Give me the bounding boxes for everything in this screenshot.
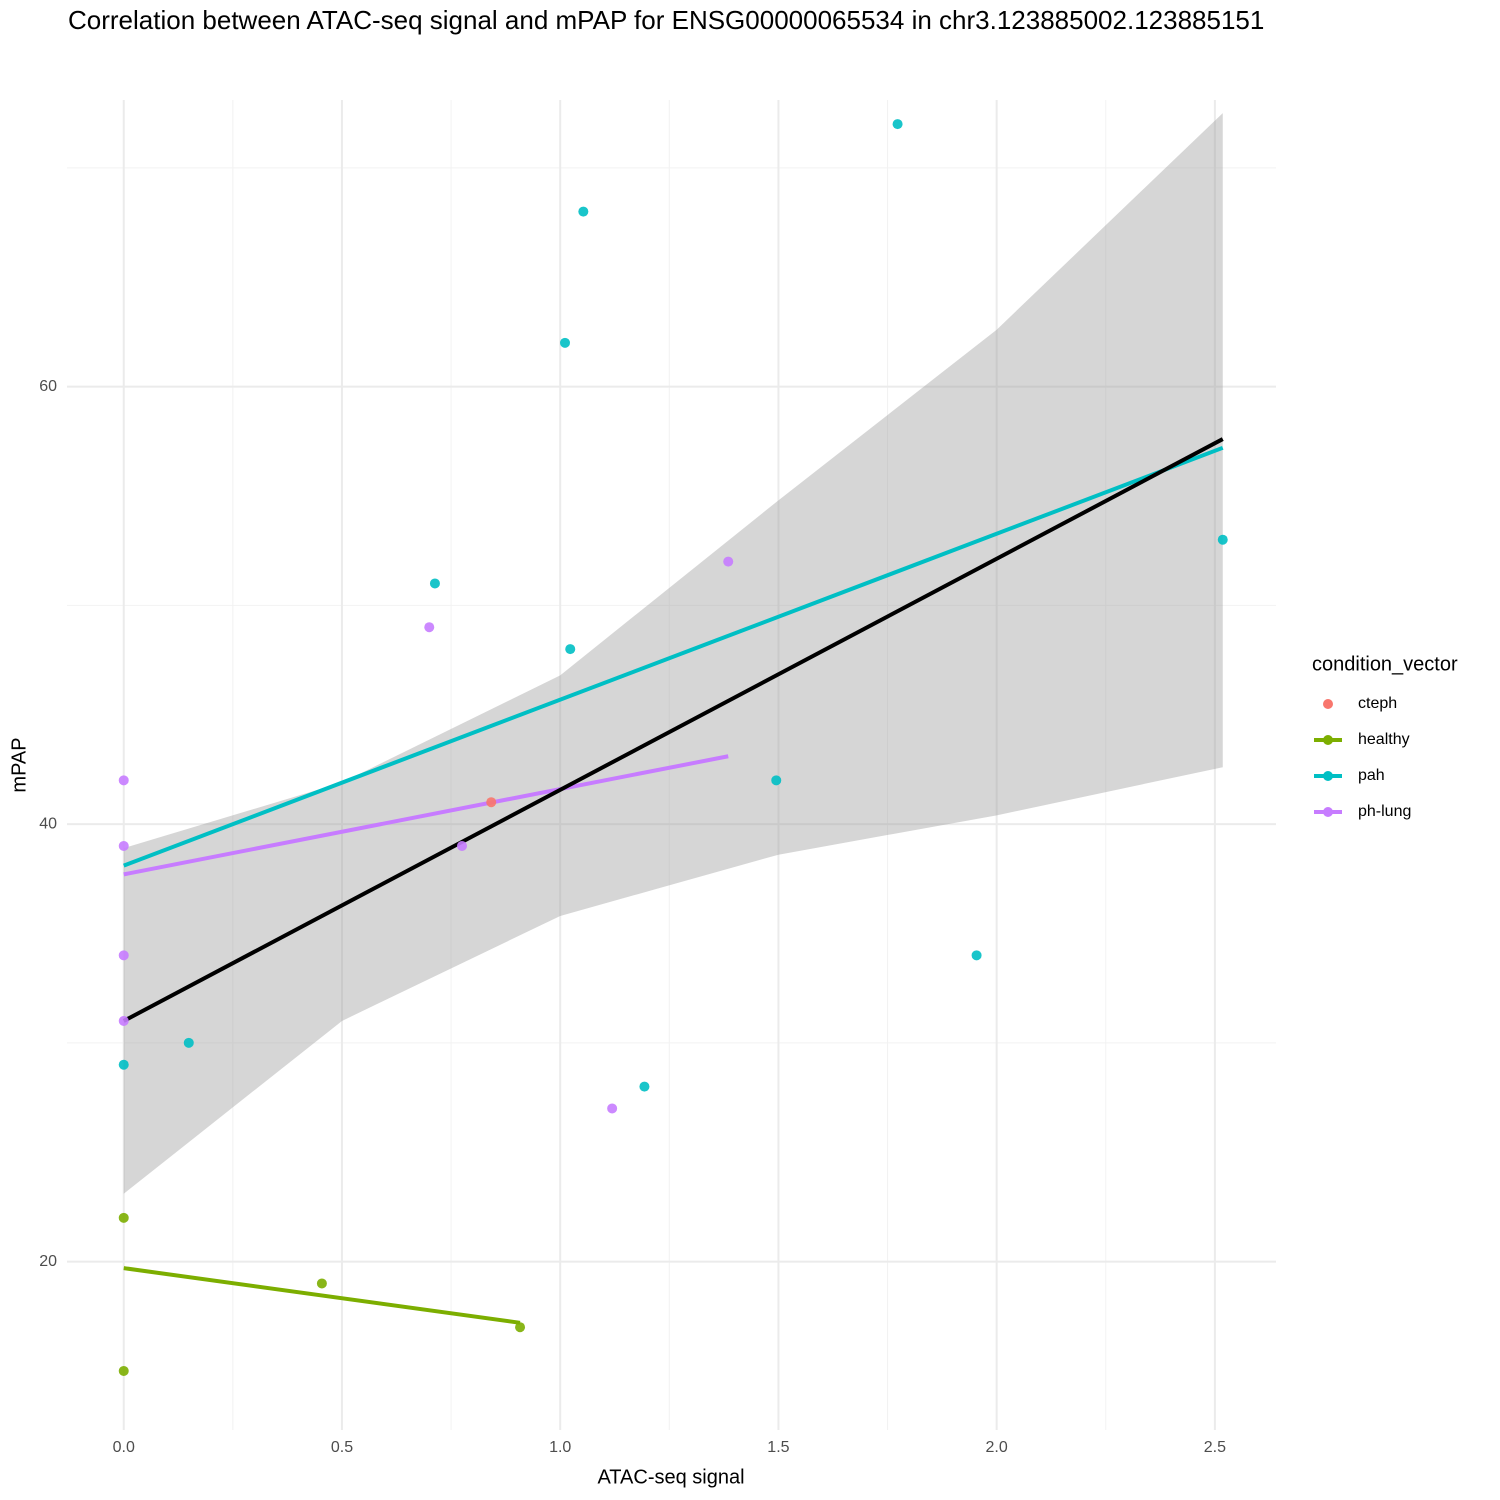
point bbox=[118, 1365, 129, 1376]
point bbox=[971, 950, 982, 961]
point bbox=[607, 1103, 618, 1114]
legend-title: condition_vector bbox=[1312, 653, 1458, 675]
point bbox=[1217, 534, 1228, 545]
point bbox=[456, 840, 467, 851]
confidence-band bbox=[123, 113, 1223, 1194]
point bbox=[316, 1278, 327, 1289]
legend-key-point bbox=[1323, 807, 1333, 817]
x-tick-label: 2.5 bbox=[1204, 1439, 1226, 1456]
point bbox=[118, 1212, 129, 1223]
y-tick-label: 60 bbox=[39, 378, 57, 395]
legend-label: healthy bbox=[1358, 731, 1410, 748]
point bbox=[515, 1322, 526, 1333]
point bbox=[118, 1059, 129, 1070]
x-tick-label: 0.5 bbox=[331, 1439, 353, 1456]
point bbox=[424, 622, 435, 633]
legend-key-point bbox=[1323, 771, 1333, 781]
fit-line bbox=[123, 445, 1224, 868]
x-axis-label: ATAC-seq signal bbox=[597, 1466, 744, 1488]
fit-line bbox=[123, 754, 729, 877]
point bbox=[771, 775, 782, 786]
overall-fit-line bbox=[122, 437, 1224, 1023]
y-axis-label: mPAP bbox=[8, 737, 30, 792]
legend-key-point bbox=[1323, 735, 1333, 745]
point bbox=[560, 337, 571, 348]
x-tick-label: 1.0 bbox=[549, 1439, 571, 1456]
point bbox=[118, 950, 129, 961]
x-tick-label: 0.0 bbox=[113, 1439, 135, 1456]
point bbox=[118, 775, 129, 786]
point bbox=[429, 578, 440, 589]
chart-title: Correlation between ATAC-seq signal and … bbox=[68, 5, 1264, 35]
point bbox=[639, 1081, 650, 1092]
point bbox=[486, 797, 497, 808]
point bbox=[118, 1015, 129, 1026]
point bbox=[723, 556, 734, 567]
fit-line bbox=[123, 1266, 521, 1325]
point bbox=[892, 119, 903, 130]
legend-label: cteph bbox=[1358, 695, 1397, 712]
y-tick-label: 40 bbox=[39, 815, 57, 832]
legend-key-point bbox=[1323, 699, 1333, 709]
point bbox=[565, 644, 576, 655]
legend-label: ph-lung bbox=[1358, 803, 1411, 820]
point bbox=[578, 206, 589, 217]
x-tick-label: 2.0 bbox=[986, 1439, 1008, 1456]
point bbox=[183, 1037, 194, 1048]
legend-label: pah bbox=[1358, 767, 1385, 784]
y-tick-label: 20 bbox=[39, 1253, 57, 1270]
point bbox=[118, 840, 129, 851]
x-tick-label: 1.5 bbox=[767, 1439, 789, 1456]
